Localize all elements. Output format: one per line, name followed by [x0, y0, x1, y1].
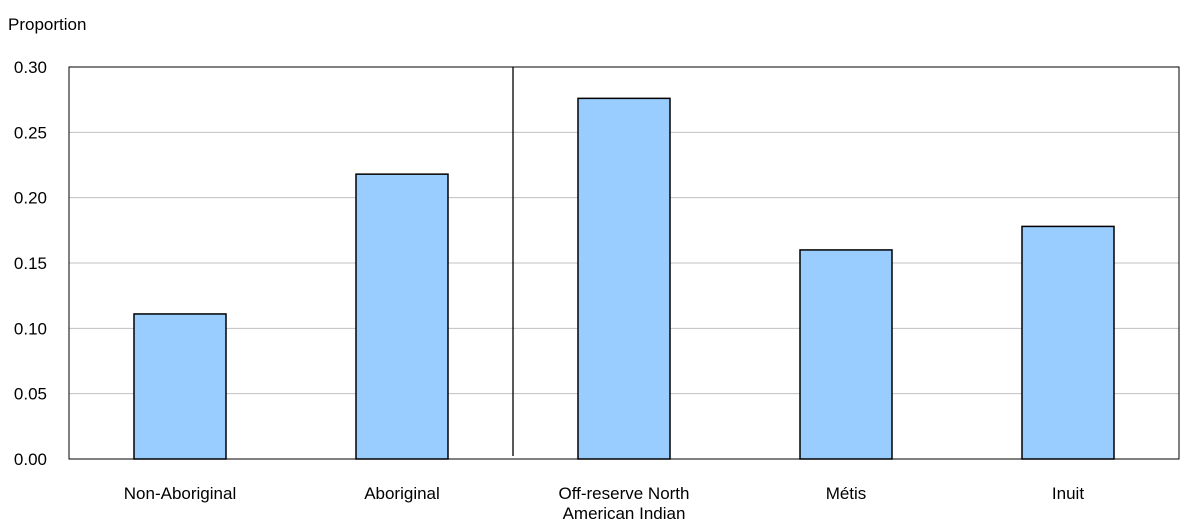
x-category-label: Off-reserve North: [558, 484, 689, 503]
bar: [577, 97, 671, 460]
bar: [355, 173, 449, 460]
bars: [133, 97, 1115, 460]
x-category-label: Non-Aboriginal: [124, 484, 236, 503]
y-tick-label: 0.25: [14, 123, 47, 142]
x-category-label: Aboriginal: [364, 484, 440, 503]
y-tick-label: 0.20: [14, 189, 47, 208]
x-category-label: American Indian: [563, 504, 686, 523]
y-axis-title: Proportion: [8, 15, 86, 34]
bar: [799, 249, 893, 460]
plot-area-frame: [68, 66, 1180, 460]
x-category-label: Inuit: [1052, 484, 1084, 503]
y-axis-ticks: 0.00 0.05 0.10 0.15 0.20 0.25 0.30: [14, 58, 47, 469]
x-category-label: Métis: [826, 484, 867, 503]
y-tick-label: 0.15: [14, 254, 47, 273]
y-tick-label: 0.05: [14, 385, 47, 404]
y-tick-label: 0.10: [14, 319, 47, 338]
y-tick-label: 0.00: [14, 450, 47, 469]
x-axis-labels: Non-Aboriginal Aboriginal Off-reserve Nort…: [124, 484, 1085, 523]
y-tick-label: 0.30: [14, 58, 47, 77]
bar: [1021, 225, 1115, 460]
bar: [133, 313, 227, 460]
